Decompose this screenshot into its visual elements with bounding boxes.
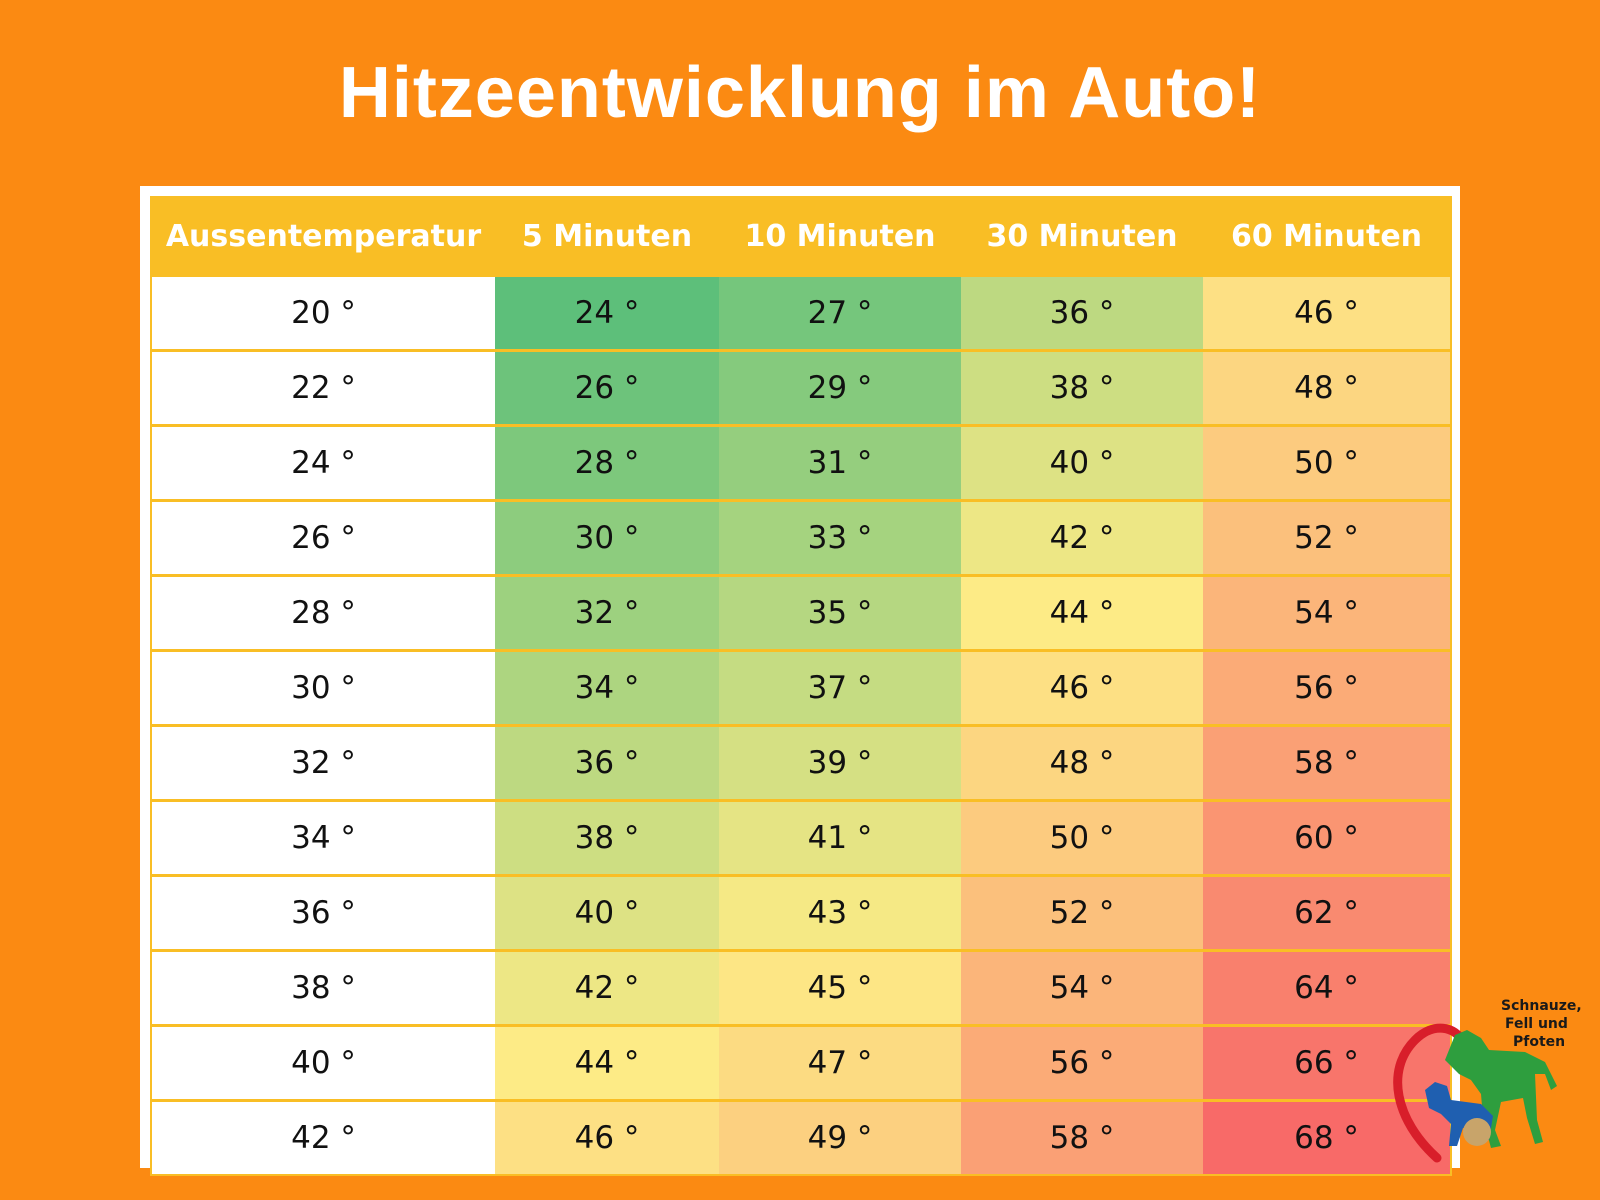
header-10-minuten: 10 Minuten: [719, 197, 961, 276]
logo-name-line-1: Schnauze,: [1501, 998, 1582, 1014]
car-temp-cell: 31 °: [719, 424, 961, 501]
outside-temp-cell: 20 °: [151, 274, 495, 351]
car-temp-cell: 46 °: [1203, 274, 1451, 351]
car-temp-cell: 44 °: [961, 574, 1203, 651]
outside-temp-cell: 24 °: [151, 424, 495, 501]
cat-icon: [1463, 1118, 1491, 1146]
car-temp-cell: 36 °: [961, 274, 1203, 351]
car-temp-cell: 52 °: [961, 874, 1203, 951]
car-temp-cell: 35 °: [719, 574, 961, 651]
logo-name-line-2: Fell und: [1505, 1016, 1568, 1032]
header-aussentemperatur: Aussentemperatur: [151, 197, 495, 276]
car-temp-cell: 66 °: [1203, 1024, 1451, 1101]
table-row: 20 ° 24 ° 27 ° 36 ° 46 °: [151, 274, 1451, 351]
table-frame: Aussentemperatur 5 Minuten 10 Minuten 30…: [140, 186, 1460, 1176]
car-temp-cell: 38 °: [961, 349, 1203, 426]
car-temp-cell: 49 °: [719, 1099, 961, 1175]
table-row: 30 ° 34 ° 37 ° 46 ° 56 °: [151, 649, 1451, 726]
header-30-minuten: 30 Minuten: [961, 197, 1203, 276]
header-row: Aussentemperatur 5 Minuten 10 Minuten 30…: [151, 197, 1451, 276]
table-row: 38 ° 42 ° 45 ° 54 ° 64 °: [151, 949, 1451, 1026]
car-temp-cell: 54 °: [961, 949, 1203, 1026]
car-temp-cell: 40 °: [495, 874, 719, 951]
table-row: 24 ° 28 ° 31 ° 40 ° 50 °: [151, 424, 1451, 501]
car-temp-cell: 68 °: [1203, 1099, 1451, 1175]
car-temp-cell: 45 °: [719, 949, 961, 1026]
table-row: 34 ° 38 ° 41 ° 50 ° 60 °: [151, 799, 1451, 876]
car-temp-cell: 52 °: [1203, 499, 1451, 576]
outside-temp-cell: 42 °: [151, 1099, 495, 1175]
outside-temp-cell: 32 °: [151, 724, 495, 801]
car-temp-cell: 36 °: [495, 724, 719, 801]
logo-name-line-3: Pfoten: [1513, 1034, 1565, 1050]
outside-temp-cell: 34 °: [151, 799, 495, 876]
outside-temp-cell: 38 °: [151, 949, 495, 1026]
car-temp-cell: 50 °: [1203, 424, 1451, 501]
header-60-minuten: 60 Minuten: [1203, 197, 1451, 276]
car-temp-cell: 48 °: [961, 724, 1203, 801]
car-temp-cell: 48 °: [1203, 349, 1451, 426]
car-temp-cell: 56 °: [961, 1024, 1203, 1101]
car-temp-cell: 34 °: [495, 649, 719, 726]
table-row: 36 ° 40 ° 43 ° 52 ° 62 °: [151, 874, 1451, 951]
car-temp-cell: 54 °: [1203, 574, 1451, 651]
car-temp-cell: 42 °: [495, 949, 719, 1026]
car-temp-cell: 38 °: [495, 799, 719, 876]
car-temp-cell: 46 °: [495, 1099, 719, 1175]
car-temp-cell: 41 °: [719, 799, 961, 876]
car-temp-cell: 42 °: [961, 499, 1203, 576]
car-temp-cell: 46 °: [961, 649, 1203, 726]
table-body: 20 ° 24 ° 27 ° 36 ° 46 ° 22 ° 26 ° 29 ° 38 ° 48 °…: [151, 274, 1451, 1175]
car-temp-cell: 27 °: [719, 274, 961, 351]
car-temp-cell: 47 °: [719, 1024, 961, 1101]
outside-temp-cell: 30 °: [151, 649, 495, 726]
car-temp-cell: 58 °: [1203, 724, 1451, 801]
car-temp-cell: 58 °: [961, 1099, 1203, 1175]
dog-icon: [1425, 1082, 1493, 1146]
car-temp-cell: 60 °: [1203, 799, 1451, 876]
table-row: 42 ° 46 ° 49 ° 58 ° 68 °: [151, 1099, 1451, 1175]
logo: Schnauze, Fell und Pfoten: [1393, 998, 1582, 1163]
car-temp-cell: 44 °: [495, 1024, 719, 1101]
car-temp-cell: 62 °: [1203, 874, 1451, 951]
outside-temp-cell: 28 °: [151, 574, 495, 651]
car-temp-cell: 50 °: [961, 799, 1203, 876]
car-temp-cell: 64 °: [1203, 949, 1451, 1026]
outside-temp-cell: 22 °: [151, 349, 495, 426]
table-row: 40 ° 44 ° 47 ° 56 ° 66 °: [151, 1024, 1451, 1101]
car-temp-cell: 56 °: [1203, 649, 1451, 726]
outside-temp-cell: 36 °: [151, 874, 495, 951]
car-temp-cell: 24 °: [495, 274, 719, 351]
car-temp-cell: 30 °: [495, 499, 719, 576]
car-temp-cell: 39 °: [719, 724, 961, 801]
table-row: 28 ° 32 ° 35 ° 44 ° 54 °: [151, 574, 1451, 651]
outside-temp-cell: 26 °: [151, 499, 495, 576]
car-temp-cell: 33 °: [719, 499, 961, 576]
outside-temp-cell: 40 °: [151, 1024, 495, 1101]
table-row: 26 ° 30 ° 33 ° 42 ° 52 °: [151, 499, 1451, 576]
page-title: Hitzeentwicklung im Auto!: [338, 53, 1262, 133]
car-temp-cell: 32 °: [495, 574, 719, 651]
car-temp-cell: 28 °: [495, 424, 719, 501]
horse-icon: [1445, 1030, 1557, 1148]
heat-table: Aussentemperatur 5 Minuten 10 Minuten 30…: [150, 196, 1452, 1176]
table-row: 32 ° 36 ° 39 ° 48 ° 58 °: [151, 724, 1451, 801]
car-temp-cell: 29 °: [719, 349, 961, 426]
car-temp-cell: 37 °: [719, 649, 961, 726]
car-temp-cell: 26 °: [495, 349, 719, 426]
heart-arc-icon: [1393, 1023, 1468, 1163]
header-5-minuten: 5 Minuten: [495, 197, 719, 276]
car-temp-cell: 40 °: [961, 424, 1203, 501]
car-temp-cell: 43 °: [719, 874, 961, 951]
table-row: 22 ° 26 ° 29 ° 38 ° 48 °: [151, 349, 1451, 426]
